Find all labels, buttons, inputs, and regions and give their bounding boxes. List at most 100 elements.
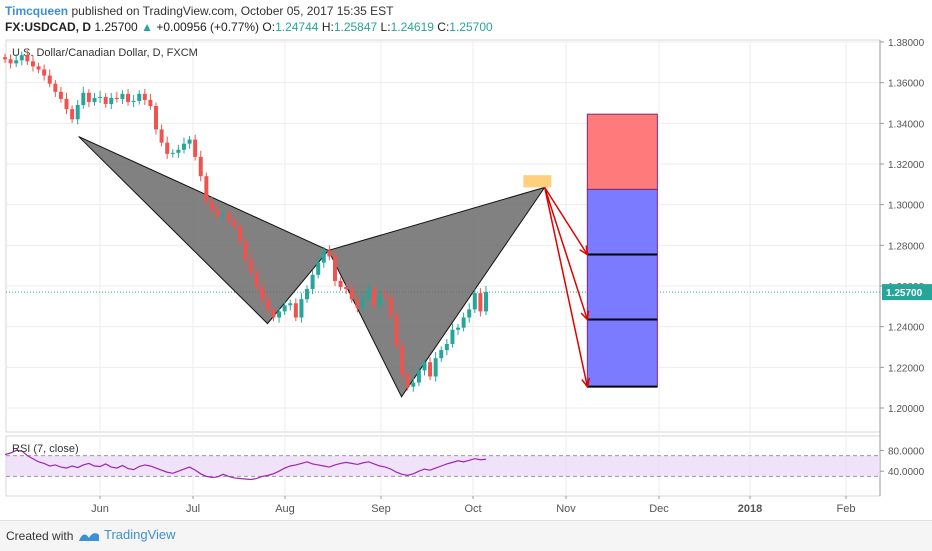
candle-body — [366, 289, 371, 298]
target-box-red — [586, 113, 658, 190]
x-tick-label: Oct — [464, 503, 481, 515]
y-tick-label: 1.28000 — [888, 241, 925, 252]
tradingview-logo-icon — [79, 532, 99, 541]
chart-title: U.S. Dollar/Canadian Dollar, D, FXCM — [12, 47, 198, 59]
last-price-badge — [882, 284, 932, 301]
candle-body — [249, 259, 254, 273]
candle-body — [120, 93, 125, 99]
candle-body — [321, 250, 326, 263]
publish-info: Timcqueen published on TradingView.com, … — [5, 4, 393, 18]
candle-body — [209, 201, 214, 210]
candle-body — [109, 97, 114, 105]
target-arrow-head — [581, 377, 591, 389]
x-tick-label: Aug — [275, 503, 295, 515]
candle-body — [176, 149, 181, 153]
price-change: +0.00956 (+0.77%) — [156, 20, 260, 34]
low-label: L: — [380, 20, 391, 34]
high-label: H: — [321, 20, 334, 34]
pattern-triangle-bcd — [327, 186, 546, 398]
close-label: C: — [437, 20, 450, 34]
candle-body — [338, 280, 343, 288]
candle-body — [299, 299, 304, 318]
candle-body — [221, 213, 226, 216]
rsi-series-line — [4, 449, 487, 481]
candle-body — [265, 299, 270, 310]
candle-body — [360, 297, 365, 308]
candle-body — [377, 295, 382, 306]
open-value: 1.24744 — [275, 20, 319, 34]
symbol-line: FX:USDCAD, D 1.25700 ▲ +0.00956 (+0.77%)… — [5, 20, 493, 34]
target-box-blue — [586, 188, 658, 388]
x-tick-label: Feb — [837, 503, 856, 515]
x-tick-label: Nov — [556, 503, 576, 515]
brand-label: TradingView — [104, 527, 176, 542]
candle-body — [484, 292, 488, 312]
candle-body — [30, 61, 35, 67]
candle-body — [450, 329, 455, 344]
target-arrow-line — [544, 186, 588, 255]
pattern-triangle-xab — [78, 136, 330, 325]
candle-body — [332, 256, 337, 281]
candle-body — [344, 287, 349, 290]
candle-body — [422, 362, 427, 371]
y-tick-label: 1.24000 — [888, 323, 925, 334]
candle-body — [58, 91, 63, 99]
candle-body — [282, 305, 287, 312]
candle-body — [193, 139, 198, 157]
published-text: published on TradingView.com, October 05… — [71, 4, 394, 18]
candle-body — [3, 57, 7, 60]
candle-body — [254, 272, 259, 288]
candle-body — [53, 83, 58, 92]
candle-body — [75, 105, 80, 120]
candle-body — [159, 129, 164, 143]
tradingview-brand-link[interactable]: TradingView — [78, 527, 176, 543]
candle-body — [327, 250, 332, 257]
up-arrow-icon: ▲ — [141, 20, 153, 34]
candle-body — [103, 96, 108, 105]
candle-body — [165, 142, 170, 154]
y-tick-label: 1.22000 — [888, 363, 925, 374]
target-arrow-head — [580, 310, 590, 322]
y-tick-label: 1.30000 — [888, 201, 925, 212]
candle-body — [86, 92, 91, 102]
candle-body — [277, 311, 282, 318]
candle-body — [355, 299, 360, 308]
candle-body — [394, 315, 399, 346]
last-price-label: 1.25700 — [886, 288, 923, 299]
candle-body — [461, 317, 466, 328]
candle-body — [126, 93, 131, 102]
price-chart[interactable]: Jun Jul Aug Sep Oct Nov Dec 2018 Feb 1.38000 1.360… — [0, 0, 932, 520]
open-label: O: — [262, 20, 276, 34]
candle-body — [383, 295, 388, 298]
y-tick-label: 1.32000 — [888, 160, 925, 171]
candle-body — [19, 55, 24, 61]
candle-body — [472, 293, 477, 310]
entry-zone-box — [523, 175, 552, 188]
candle-body — [467, 309, 472, 318]
candle-body — [36, 66, 41, 70]
candle-body — [187, 139, 192, 144]
y-tick-label: 1.38000 — [888, 38, 925, 49]
candle-body — [170, 152, 175, 154]
rsi-tick-label: 40.0000 — [888, 467, 925, 478]
candle-body — [260, 287, 265, 300]
candle-body — [215, 209, 220, 216]
candle-body — [131, 100, 136, 102]
candle-body — [271, 309, 276, 318]
candle-body — [305, 289, 310, 300]
candle-body — [98, 96, 103, 98]
author-link[interactable]: Timcqueen — [5, 4, 69, 18]
candle-body — [416, 370, 421, 383]
candle-body — [204, 176, 209, 202]
candle-body — [114, 97, 119, 99]
candle-body — [81, 92, 86, 106]
rsi-band — [6, 455, 880, 477]
footer: Created with TradingView — [0, 520, 932, 551]
x-tick-label: Sep — [371, 503, 391, 515]
candle-body — [349, 289, 354, 300]
candle-body — [92, 97, 97, 102]
candle-body — [288, 303, 293, 306]
candle-body — [478, 293, 483, 312]
candle-body — [198, 156, 203, 177]
candle-body — [316, 262, 321, 275]
